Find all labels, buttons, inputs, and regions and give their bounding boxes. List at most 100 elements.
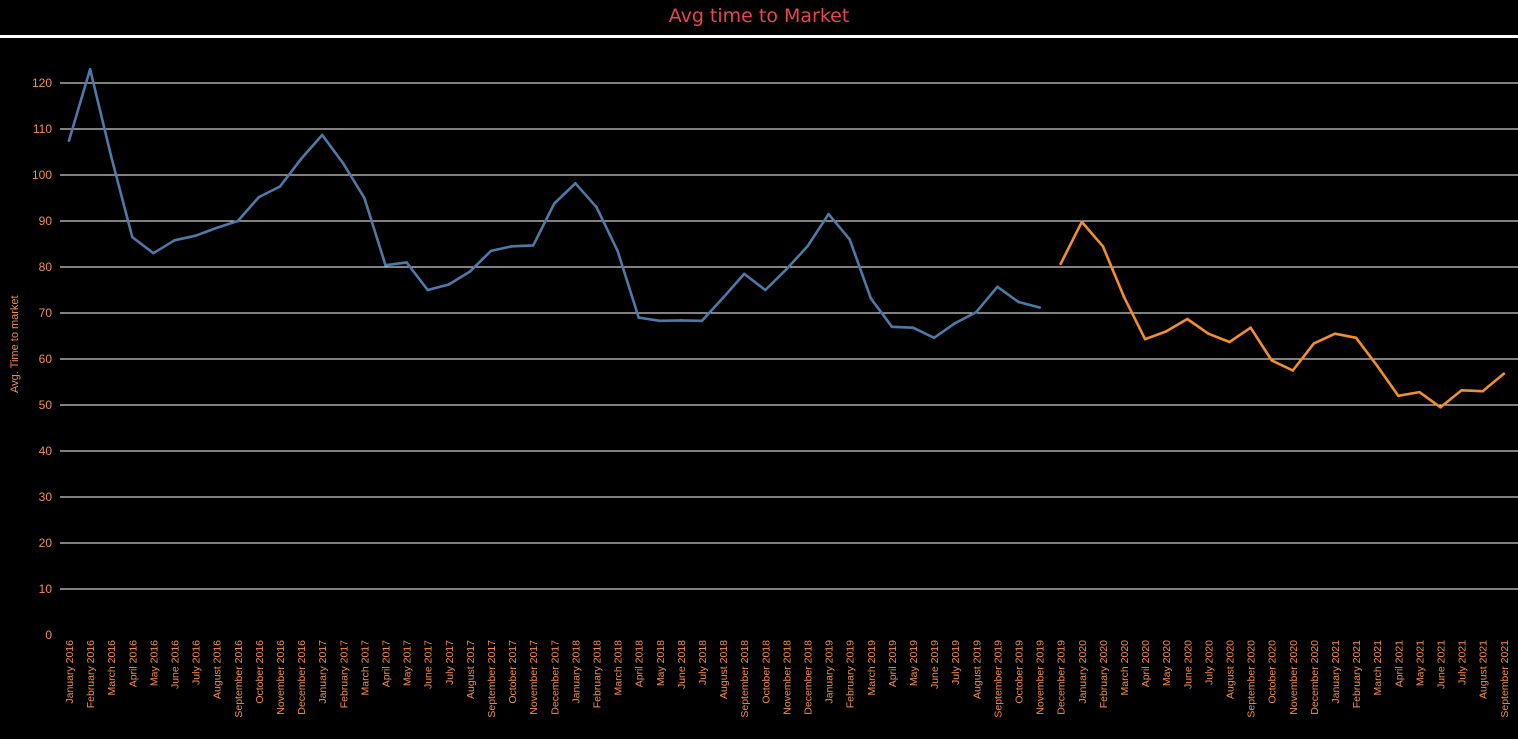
data-point-series-1 xyxy=(595,205,598,209)
data-point-series-1 xyxy=(278,185,282,188)
x-tick-label: December 2020 xyxy=(1309,640,1321,715)
x-tick-label: October 2019 xyxy=(1014,640,1026,704)
data-point-series-1 xyxy=(1038,306,1041,309)
x-tick-label: November 2016 xyxy=(275,640,287,715)
data-point-series-2 xyxy=(1291,369,1295,372)
y-tick-label: 90 xyxy=(39,214,53,228)
x-tick-label: January 2021 xyxy=(1330,640,1342,704)
x-tick-label: May 2016 xyxy=(148,640,160,686)
x-tick-label: August 2021 xyxy=(1478,640,1490,699)
x-tick-label: July 2017 xyxy=(444,640,456,685)
x-tick-label: September 2020 xyxy=(1246,640,1258,718)
x-tick-label: December 2017 xyxy=(549,640,561,715)
x-tick-label: April 2017 xyxy=(381,640,393,687)
x-tick-label: July 2020 xyxy=(1203,640,1215,685)
x-tick-label: April 2016 xyxy=(127,640,139,687)
data-point-series-2 xyxy=(1375,364,1379,368)
x-tick-label: June 2020 xyxy=(1182,640,1194,689)
data-point-series-1 xyxy=(890,325,894,329)
x-tick-label: November 2020 xyxy=(1288,640,1300,715)
data-point-series-1 xyxy=(911,326,915,330)
x-tick-label: February 2017 xyxy=(338,640,350,708)
x-tick-label: October 2017 xyxy=(507,640,519,704)
data-point-series-1 xyxy=(975,310,978,314)
data-point-series-2 xyxy=(1418,390,1421,394)
x-tick-label: January 2016 xyxy=(64,640,76,704)
x-tick-label: October 2020 xyxy=(1267,640,1279,704)
data-point-series-1 xyxy=(215,226,218,230)
x-tick-label: December 2019 xyxy=(1056,640,1068,715)
data-point-series-2 xyxy=(1354,336,1358,340)
data-point-series-2 xyxy=(1143,337,1147,341)
x-tick-label: July 2018 xyxy=(697,640,709,685)
data-point-series-1 xyxy=(932,336,936,340)
y-tick-label: 10 xyxy=(39,582,53,596)
x-tick-label: May 2018 xyxy=(655,640,667,686)
data-point-series-1 xyxy=(869,296,873,300)
y-tick-label: 30 xyxy=(39,490,53,504)
data-point-series-1 xyxy=(658,319,662,323)
x-tick-label: December 2018 xyxy=(803,640,815,715)
x-tick-label: September 2019 xyxy=(992,640,1004,718)
data-point-series-2 xyxy=(1502,372,1506,376)
data-point-series-1 xyxy=(299,157,303,161)
series-line-2 xyxy=(1059,220,1506,409)
data-point-series-2 xyxy=(1333,332,1337,336)
data-point-series-1 xyxy=(953,321,957,325)
data-point-series-1 xyxy=(616,249,619,253)
data-point-series-1 xyxy=(67,139,71,142)
data-point-series-1 xyxy=(109,155,113,158)
y-tick-label: 80 xyxy=(39,260,53,274)
y-tick-label: 70 xyxy=(39,306,53,320)
data-point-series-1 xyxy=(848,238,851,241)
y-tick-label: 100 xyxy=(32,168,52,182)
data-point-series-1 xyxy=(405,261,408,264)
data-point-series-1 xyxy=(363,196,366,200)
data-point-series-2 xyxy=(1460,388,1463,392)
data-point-series-1 xyxy=(1017,300,1020,304)
data-point-series-1 xyxy=(785,268,788,271)
data-point-series-2 xyxy=(1164,330,1168,333)
x-tick-label: August 2018 xyxy=(718,640,730,699)
x-tick-label: September 2017 xyxy=(486,640,498,718)
x-tick-label: March 2016 xyxy=(106,640,118,696)
data-point-series-2 xyxy=(1101,245,1105,248)
x-tick-label: June 2018 xyxy=(676,640,688,689)
data-point-series-1 xyxy=(510,245,514,248)
data-point-series-1 xyxy=(574,181,577,185)
x-tick-label: November 2019 xyxy=(1035,640,1047,715)
data-point-series-1 xyxy=(996,285,999,289)
y-tick-label: 120 xyxy=(32,76,52,90)
data-point-series-1 xyxy=(320,133,324,137)
x-tick-label: June 2021 xyxy=(1436,640,1448,689)
x-tick-label: June 2019 xyxy=(929,640,941,689)
data-point-series-2 xyxy=(1270,359,1273,362)
x-tick-label: January 2018 xyxy=(570,640,582,704)
x-tick-label: November 2018 xyxy=(781,640,793,715)
data-point-series-1 xyxy=(131,235,134,239)
x-tick-label: August 2020 xyxy=(1225,640,1237,699)
x-tick-label: July 2019 xyxy=(950,640,962,685)
data-point-series-2 xyxy=(1439,406,1442,409)
data-point-series-1 xyxy=(236,219,240,223)
x-tick-label: August 2016 xyxy=(212,640,224,699)
data-point-series-2 xyxy=(1312,342,1316,345)
x-tick-label: April 2020 xyxy=(1140,640,1152,687)
x-tick-label: September 2021 xyxy=(1499,640,1511,718)
data-point-series-1 xyxy=(194,234,197,238)
x-tick-label: August 2017 xyxy=(465,640,477,699)
data-point-series-1 xyxy=(742,272,746,276)
x-tick-label: March 2019 xyxy=(866,640,878,696)
data-point-series-2 xyxy=(1080,220,1084,224)
data-point-series-1 xyxy=(637,316,640,319)
x-tick-label: February 2016 xyxy=(85,640,97,708)
data-point-series-1 xyxy=(700,319,704,323)
x-tick-label: March 2020 xyxy=(1119,640,1131,696)
y-tick-label: 20 xyxy=(39,536,53,550)
data-point-series-1 xyxy=(447,283,451,286)
x-tick-label: April 2018 xyxy=(634,640,646,687)
data-point-series-1 xyxy=(468,270,472,273)
x-tick-label: May 2019 xyxy=(908,640,920,686)
data-point-series-1 xyxy=(384,263,387,267)
